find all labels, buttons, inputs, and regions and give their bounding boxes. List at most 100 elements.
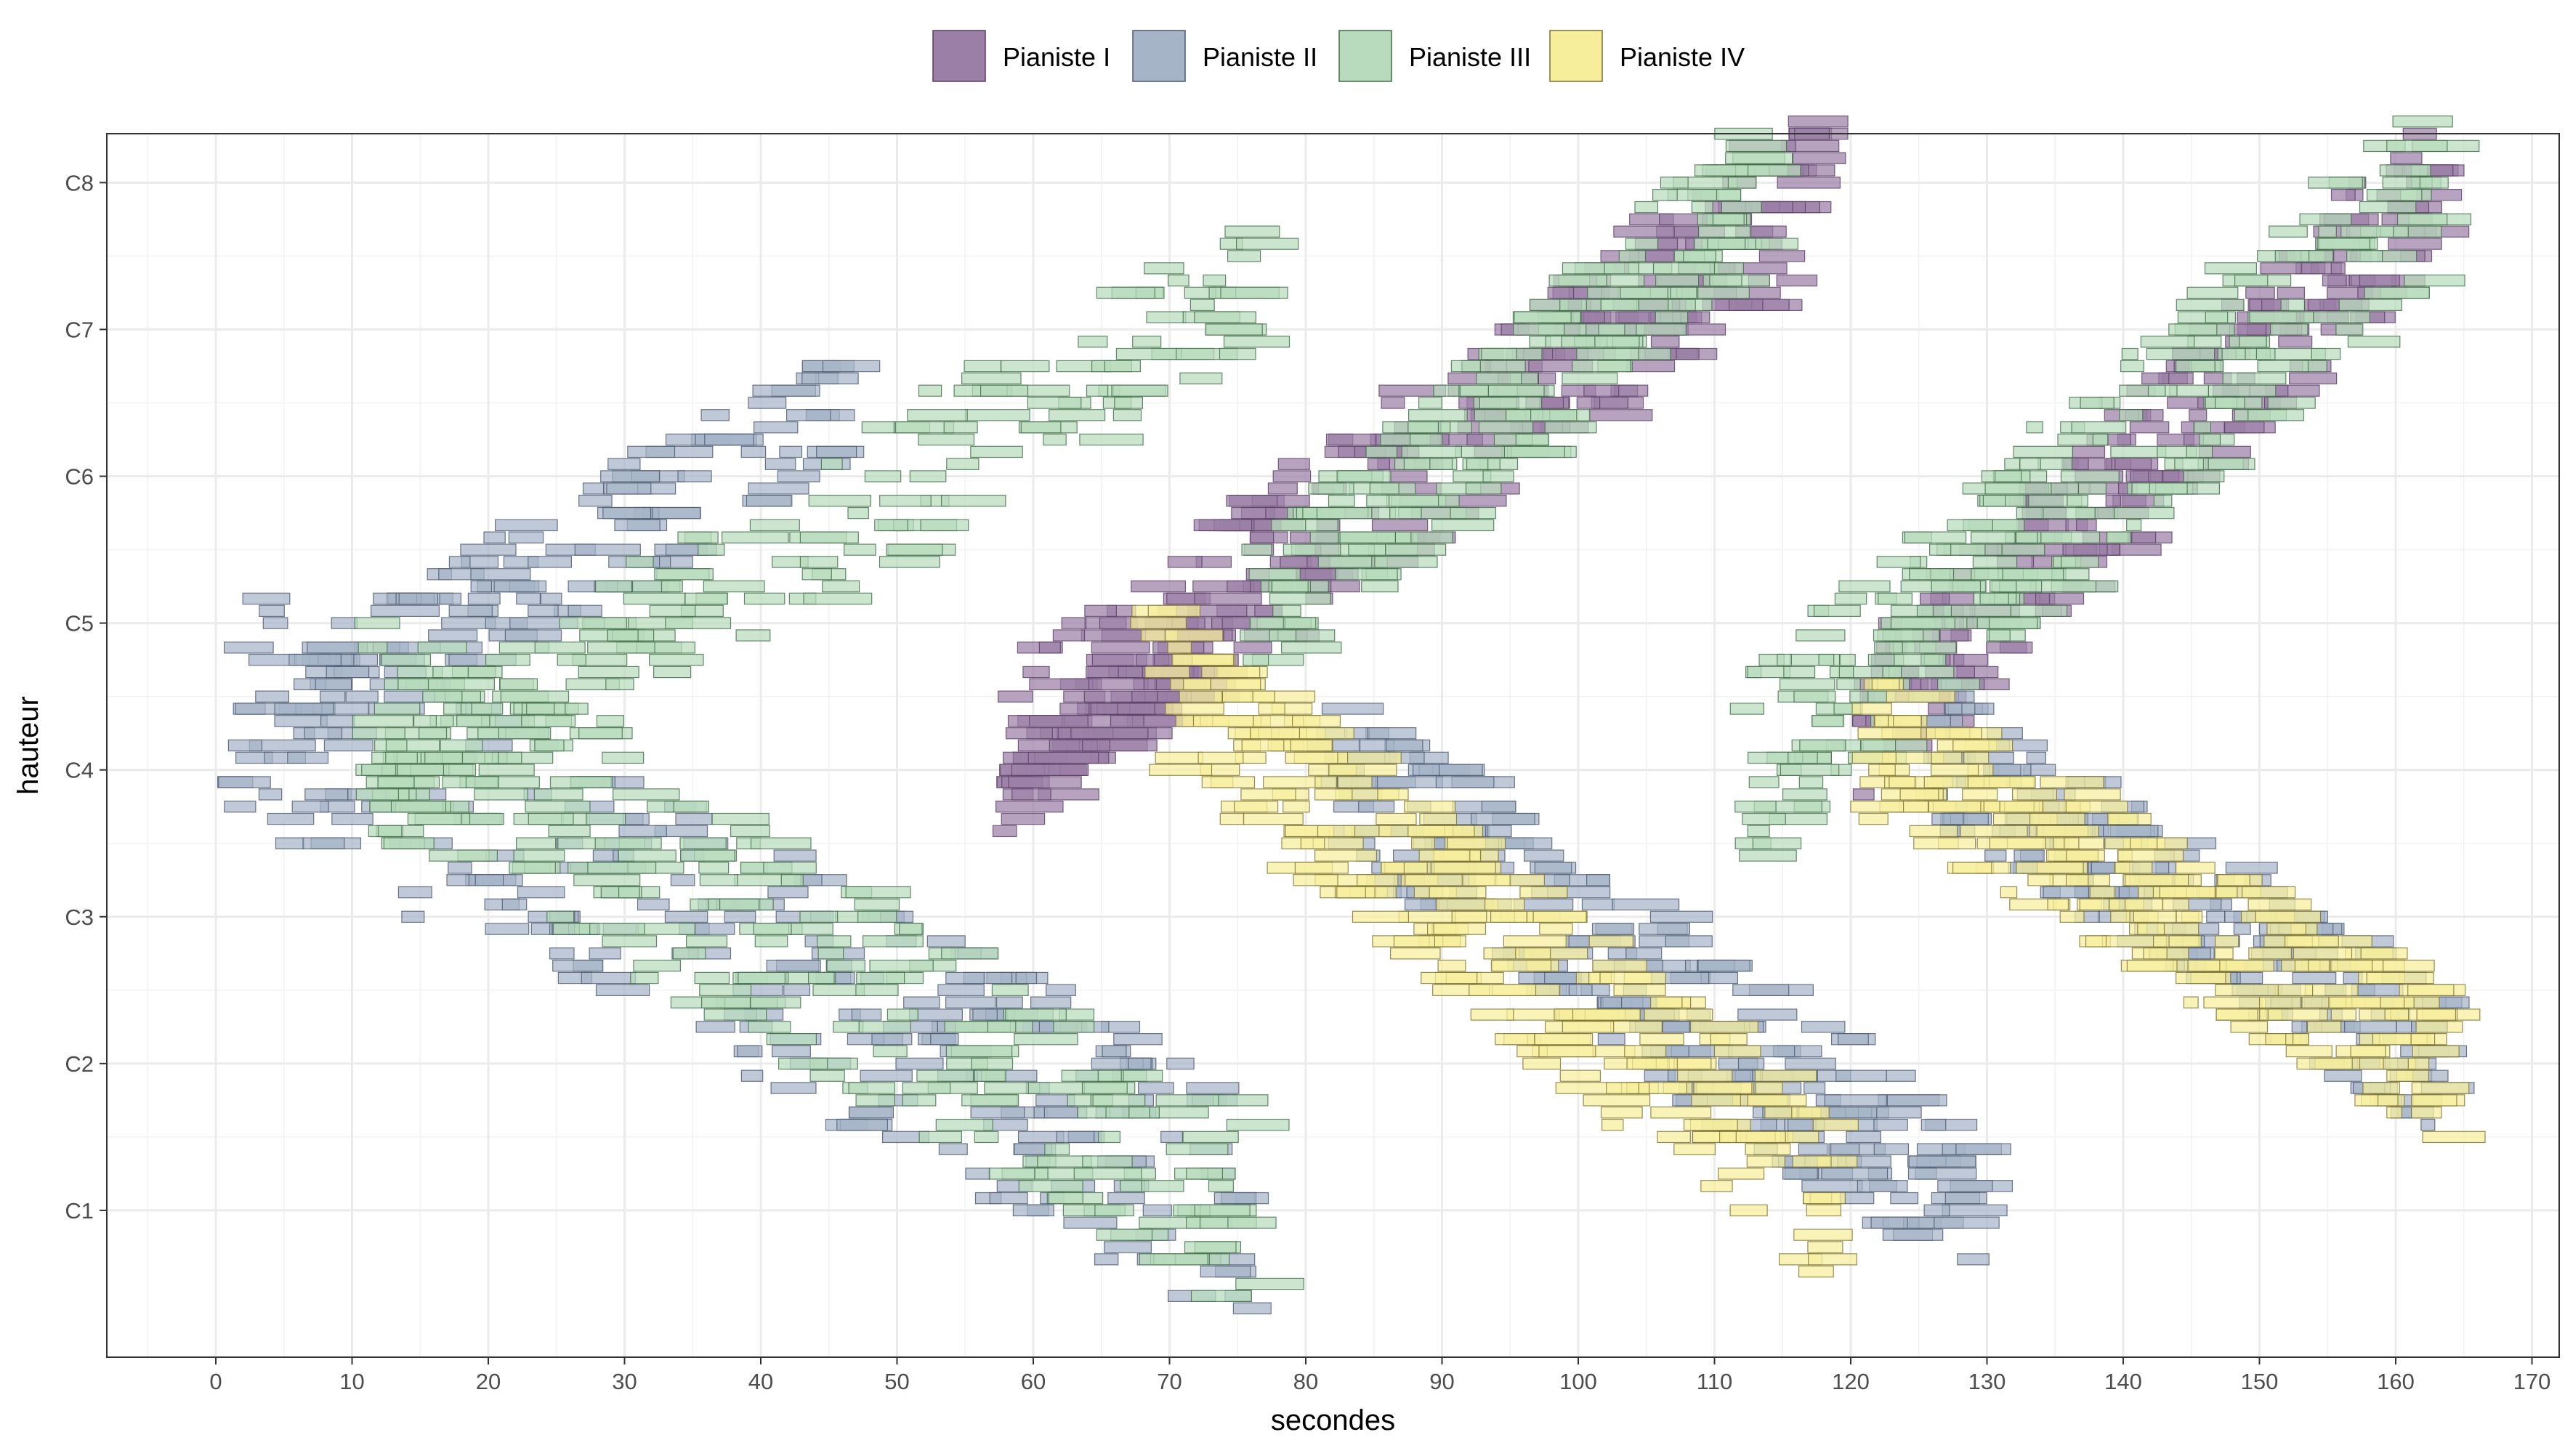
note <box>407 812 462 825</box>
note <box>2117 849 2184 862</box>
note <box>595 984 650 996</box>
note <box>1920 592 1950 605</box>
note <box>1920 1118 1947 1131</box>
note <box>847 506 869 519</box>
note <box>1155 751 1203 764</box>
note <box>1777 177 1841 189</box>
note <box>465 776 499 788</box>
note <box>874 519 909 532</box>
note <box>1361 580 1399 593</box>
note <box>1486 825 1512 838</box>
note <box>618 886 640 899</box>
note <box>1803 1192 1846 1205</box>
note <box>1478 421 1534 434</box>
note <box>1788 116 1849 128</box>
note <box>1437 959 1466 972</box>
note <box>1500 837 1553 849</box>
note <box>1801 1021 1846 1033</box>
note <box>1798 1265 1834 1278</box>
note <box>1389 506 1422 519</box>
legend-key <box>932 30 986 82</box>
note <box>1179 690 1223 703</box>
note <box>1752 837 1802 849</box>
note <box>1513 323 1565 336</box>
note <box>574 543 641 556</box>
note <box>1141 1180 1184 1192</box>
note <box>2412 1045 2460 1058</box>
note <box>1155 1094 1219 1107</box>
note <box>626 556 654 568</box>
note <box>1189 299 1215 312</box>
note <box>1194 311 1257 323</box>
note <box>2215 984 2279 996</box>
note <box>2260 262 2302 275</box>
note <box>1955 1143 2011 1155</box>
note <box>700 996 751 1008</box>
note <box>1673 1143 1716 1155</box>
note <box>1096 1229 1153 1241</box>
note <box>2324 1069 2362 1082</box>
note <box>1909 568 1955 581</box>
note <box>287 751 329 764</box>
note <box>704 433 754 446</box>
note <box>1527 1032 1594 1046</box>
note <box>1142 1204 1172 1217</box>
note <box>2130 837 2158 849</box>
note <box>259 604 285 618</box>
note <box>2225 862 2278 874</box>
note <box>2126 959 2178 972</box>
note <box>460 543 517 556</box>
note <box>1367 727 1417 740</box>
note <box>581 971 636 984</box>
note <box>1389 947 1441 960</box>
note <box>1495 1032 1535 1046</box>
note <box>1963 751 1990 764</box>
note <box>803 592 873 605</box>
note <box>2384 1008 2410 1021</box>
note <box>1503 935 1567 947</box>
note <box>1183 678 1211 691</box>
note <box>670 874 695 886</box>
note <box>2411 1082 2470 1094</box>
note <box>2072 445 2106 458</box>
note <box>1079 433 1144 446</box>
note <box>1931 580 1982 593</box>
note <box>2048 482 2079 495</box>
note <box>1776 274 1818 287</box>
note <box>1785 1057 1836 1070</box>
note <box>864 470 902 482</box>
note <box>1328 764 1397 776</box>
note <box>2077 482 2107 495</box>
note <box>1803 1082 1826 1094</box>
note <box>1926 727 1982 740</box>
note <box>1267 482 1298 495</box>
note <box>456 715 490 727</box>
note <box>1588 409 1653 421</box>
note <box>1258 703 1285 715</box>
note <box>2407 984 2455 996</box>
note <box>1325 433 1377 446</box>
note <box>2267 1008 2328 1021</box>
note <box>1144 262 1184 275</box>
note <box>1886 1069 1916 1082</box>
note <box>2215 935 2239 947</box>
note <box>2106 531 2132 543</box>
note <box>970 445 1023 458</box>
note <box>513 849 565 862</box>
note <box>1984 849 2007 862</box>
note <box>2026 421 2043 434</box>
note <box>1020 421 1062 434</box>
note <box>429 849 498 862</box>
note <box>1317 825 1356 838</box>
note <box>945 971 985 984</box>
note <box>467 666 503 679</box>
x-tick-label: 80 <box>1293 1369 1318 1394</box>
note <box>371 604 440 618</box>
note <box>1712 213 1745 226</box>
note <box>749 519 800 532</box>
note <box>1754 1069 1817 1082</box>
note <box>1812 1118 1859 1131</box>
note <box>2354 1094 2379 1107</box>
note <box>1899 788 1939 801</box>
note <box>1868 764 1896 776</box>
